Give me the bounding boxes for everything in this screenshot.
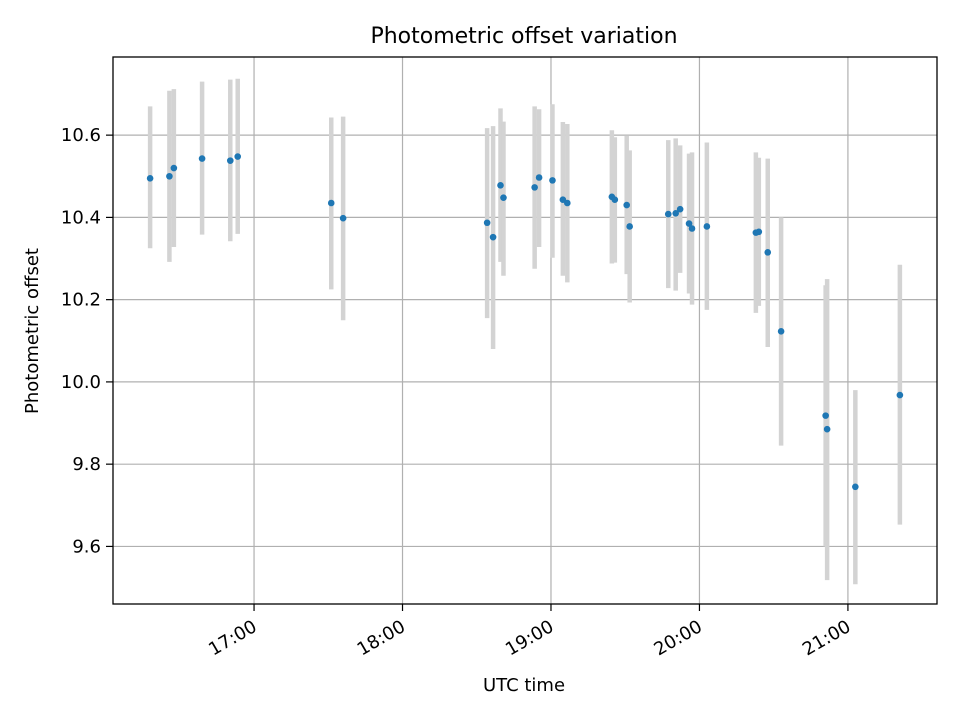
x-axis-label: UTC time [483, 675, 565, 696]
data-point [564, 199, 571, 207]
data-point [822, 412, 829, 419]
data-point [226, 157, 234, 164]
data-point [489, 233, 497, 241]
y-tick-label: 9.8 [72, 454, 101, 475]
data-point [500, 194, 507, 201]
data-points [146, 153, 904, 491]
data-point [339, 214, 347, 222]
plot-frame [112, 56, 938, 605]
y-tick-label: 10.2 [61, 290, 101, 311]
data-point [483, 219, 491, 227]
x-tick-label: 18:00 [354, 616, 409, 660]
data-point [777, 328, 785, 335]
data-point [896, 391, 904, 399]
data-point [703, 223, 711, 230]
data-point [146, 175, 154, 182]
chart-title: Photometric offset variation [370, 24, 677, 49]
data-point [535, 174, 543, 181]
data-point [676, 205, 684, 213]
data-point [823, 425, 831, 433]
y-tick-label: 9.6 [72, 536, 101, 557]
data-point [688, 225, 696, 232]
y-axis-label: Photometric offset [22, 248, 43, 414]
data-point [611, 196, 619, 204]
data-point [170, 164, 178, 172]
error-bars [147, 78, 903, 585]
x-axis-ticks: 17:00 18:00 19:00 20:00 21:00 [205, 604, 854, 660]
data-point [497, 182, 504, 189]
x-tick-label: 21:00 [799, 616, 854, 660]
y-tick-label: 10.0 [61, 372, 101, 393]
data-point [764, 249, 772, 256]
data-point [531, 184, 538, 191]
data-point [672, 209, 679, 217]
data-point [198, 155, 206, 162]
data-point [852, 483, 859, 491]
data-point [755, 228, 763, 236]
y-tick-label: 10.4 [61, 207, 101, 228]
x-tick-label: 17:00 [205, 616, 260, 660]
data-point [626, 223, 633, 230]
data-point [166, 172, 173, 180]
data-point [623, 201, 631, 209]
y-tick-label: 10.6 [61, 125, 101, 146]
data-point [327, 199, 335, 207]
data-point [664, 210, 672, 218]
y-axis-ticks: 9.6 9.8 10.0 10.2 10.4 10.6 [61, 125, 113, 557]
x-tick-label: 19:00 [502, 616, 557, 660]
data-point [549, 177, 556, 184]
data-point [685, 220, 693, 227]
data-point [234, 153, 242, 160]
x-tick-label: 20:00 [651, 616, 706, 660]
